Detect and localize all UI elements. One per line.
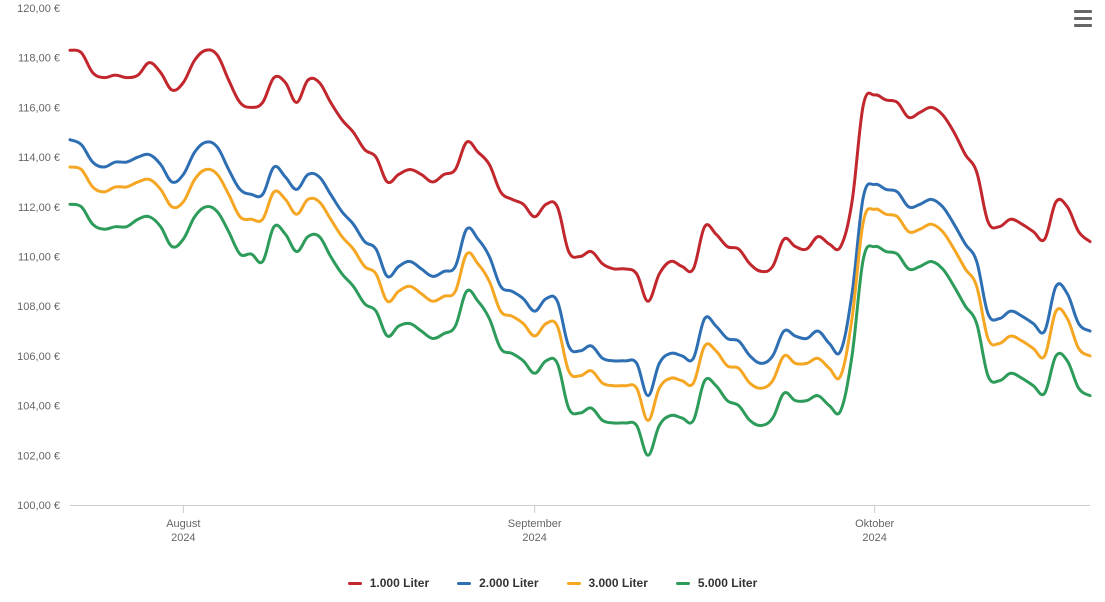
svg-text:2024: 2024 <box>522 532 546 544</box>
svg-text:2024: 2024 <box>171 532 195 544</box>
svg-text:116,00 €: 116,00 € <box>18 102 60 114</box>
legend-label: 2.000 Liter <box>479 576 538 590</box>
price-chart: 100,00 € 102,00 € 104,00 € 106,00 € 108,00 €… <box>0 0 1105 602</box>
chart-menu-button[interactable] <box>1071 6 1095 30</box>
legend-item-s2000[interactable]: 2.000 Liter <box>457 576 538 590</box>
svg-text:Oktober: Oktober <box>855 518 894 530</box>
svg-text:106,00 €: 106,00 € <box>17 351 60 363</box>
legend-item-s1000[interactable]: 1.000 Liter <box>348 576 429 590</box>
legend-label: 1.000 Liter <box>370 576 429 590</box>
svg-text:100,00 €: 100,00 € <box>17 500 60 512</box>
svg-text:102,00 €: 102,00 € <box>17 450 60 462</box>
chart-canvas: 100,00 € 102,00 € 104,00 € 106,00 € 108,00 €… <box>0 0 1105 602</box>
series-line-s2000 <box>70 140 1090 396</box>
svg-text:112,00 €: 112,00 € <box>18 202 60 214</box>
legend-swatch <box>567 582 581 585</box>
svg-text:118,00 €: 118,00 € <box>18 53 60 65</box>
legend-swatch <box>676 582 690 585</box>
legend-swatch <box>348 582 362 585</box>
svg-text:120,00 €: 120,00 € <box>17 3 60 15</box>
svg-text:108,00 €: 108,00 € <box>17 301 60 313</box>
chart-legend: 1.000 Liter 2.000 Liter 3.000 Liter 5.000 L… <box>0 576 1105 590</box>
series-line-s3000 <box>70 167 1090 420</box>
series-line-s5000 <box>70 204 1090 455</box>
legend-swatch <box>457 582 471 585</box>
legend-label: 5.000 Liter <box>698 576 757 590</box>
svg-text:September: September <box>508 518 562 530</box>
legend-item-s5000[interactable]: 5.000 Liter <box>676 576 757 590</box>
svg-text:114,00 €: 114,00 € <box>18 152 60 164</box>
svg-text:2024: 2024 <box>862 532 886 544</box>
svg-text:110,00 €: 110,00 € <box>18 252 60 264</box>
legend-item-s3000[interactable]: 3.000 Liter <box>567 576 648 590</box>
legend-label: 3.000 Liter <box>589 576 648 590</box>
svg-text:August: August <box>166 518 200 530</box>
svg-text:104,00 €: 104,00 € <box>17 401 60 413</box>
